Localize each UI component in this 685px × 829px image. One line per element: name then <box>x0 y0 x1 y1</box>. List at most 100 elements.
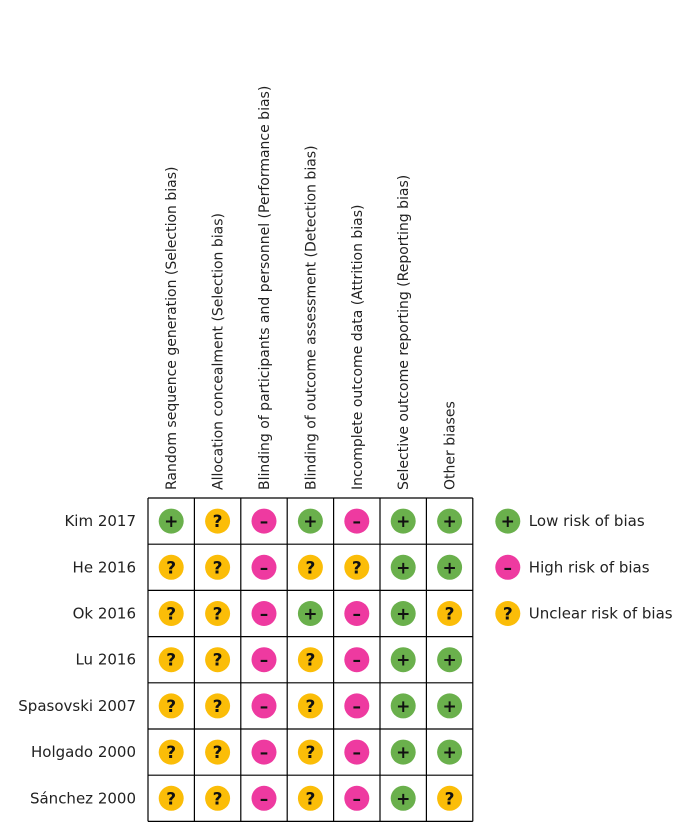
low-risk-symbol: + <box>164 512 178 532</box>
unclear-risk-symbol: ? <box>305 743 315 763</box>
high-risk-symbol: – <box>353 605 362 625</box>
high-risk-circle <box>344 693 370 719</box>
column-header-2: Allocation concealment (Selection bias) <box>211 213 227 490</box>
column-header-1: Random sequence generation (Selection bi… <box>164 167 180 490</box>
high-risk-circle <box>251 693 277 719</box>
unclear-risk-circle <box>158 693 184 719</box>
high-risk-symbol: – <box>260 558 269 578</box>
unclear-risk-symbol: ? <box>213 743 223 763</box>
row-labels: Kim 2017 He 2016 Ok 2016 Lu 2016 Spasovski 2… <box>18 512 136 807</box>
risk-cell: ? <box>158 785 184 811</box>
low-risk-circle <box>390 508 416 534</box>
row-label: Lu 2016 <box>75 651 136 669</box>
unclear-risk-circle <box>495 601 521 626</box>
legend-item-high: – High risk of bias <box>495 554 650 580</box>
risk-cell: – <box>251 647 277 673</box>
high-risk-circle <box>344 601 370 626</box>
high-risk-circle <box>344 739 370 765</box>
risk-cell: ? <box>158 601 184 626</box>
table-grid <box>147 497 474 823</box>
unclear-risk-symbol: ? <box>305 697 315 717</box>
unclear-risk-symbol: ? <box>166 605 176 625</box>
legend-label: Low risk of bias <box>529 512 645 530</box>
risk-cell: + <box>390 785 416 811</box>
unclear-risk-circle <box>158 785 184 811</box>
column-header-5: Incomplete outcome data (Attrition bias) <box>350 204 366 490</box>
row-label: Holgado 2000 <box>31 743 136 761</box>
risk-cell: ? <box>297 554 323 580</box>
high-risk-circle <box>344 647 370 673</box>
low-risk-symbol: + <box>396 605 410 625</box>
unclear-risk-symbol: ? <box>213 512 223 532</box>
low-risk-circle <box>437 554 463 580</box>
high-risk-symbol: – <box>260 605 269 625</box>
high-risk-symbol: – <box>353 697 362 717</box>
unclear-risk-circle <box>205 508 231 534</box>
low-risk-symbol: + <box>396 697 410 717</box>
low-risk-symbol: + <box>396 651 410 671</box>
unclear-risk-symbol: ? <box>213 558 223 578</box>
legend-marker: ? <box>495 601 521 626</box>
high-risk-symbol: – <box>353 651 362 671</box>
low-risk-symbol: + <box>442 558 456 578</box>
risk-cell: ? <box>297 739 323 765</box>
high-risk-symbol: – <box>353 789 362 809</box>
unclear-risk-circle <box>205 739 231 765</box>
unclear-risk-symbol: ? <box>213 605 223 625</box>
table-cells: +? – + – + +?? –?? + +?? – + – +??? –? – + +?? –? – + +?? –? –… <box>158 508 463 811</box>
risk-cell: + <box>390 508 416 534</box>
low-risk-circle <box>390 785 416 811</box>
unclear-risk-symbol: ? <box>305 558 315 578</box>
high-risk-circle <box>344 785 370 811</box>
unclear-risk-symbol: ? <box>166 558 176 578</box>
risk-cell: + <box>437 693 463 719</box>
risk-cell: ? <box>205 647 231 673</box>
risk-cell: ? <box>158 554 184 580</box>
high-risk-symbol: – <box>260 651 269 671</box>
unclear-risk-symbol: ? <box>166 743 176 763</box>
unclear-risk-symbol: ? <box>166 789 176 809</box>
high-risk-symbol: – <box>504 558 513 578</box>
high-risk-symbol: – <box>260 697 269 717</box>
high-risk-circle <box>251 508 277 534</box>
row-label: Ok 2016 <box>73 605 136 623</box>
low-risk-circle <box>437 647 463 673</box>
low-risk-circle <box>297 508 323 534</box>
low-risk-symbol: + <box>303 605 317 625</box>
risk-cell: + <box>437 554 463 580</box>
unclear-risk-symbol: ? <box>166 697 176 717</box>
risk-cell: – <box>344 647 370 673</box>
row-label: Kim 2017 <box>64 512 136 530</box>
risk-cell: ? <box>297 693 323 719</box>
risk-cell: ? <box>158 693 184 719</box>
low-risk-symbol: + <box>442 697 456 717</box>
low-risk-circle <box>297 601 323 626</box>
high-risk-symbol: – <box>260 512 269 532</box>
low-risk-symbol: + <box>442 743 456 763</box>
unclear-risk-circle <box>205 647 231 673</box>
risk-cell: – <box>344 739 370 765</box>
high-risk-symbol: – <box>260 789 269 809</box>
unclear-risk-circle <box>437 601 463 626</box>
low-risk-circle <box>437 693 463 719</box>
unclear-risk-circle <box>205 601 231 626</box>
unclear-risk-symbol: ? <box>166 651 176 671</box>
risk-cell: – <box>344 693 370 719</box>
low-risk-symbol: + <box>396 789 410 809</box>
risk-cell: ? <box>205 693 231 719</box>
risk-cell: + <box>437 647 463 673</box>
risk-cell: + <box>297 508 323 534</box>
unclear-risk-symbol: ? <box>445 789 455 809</box>
risk-cell: + <box>390 693 416 719</box>
unclear-risk-circle <box>158 647 184 673</box>
unclear-risk-symbol: ? <box>305 651 315 671</box>
unclear-risk-circle <box>205 554 231 580</box>
legend: + Low risk of bias – High risk of bias? Uncl… <box>495 508 673 626</box>
column-labels: Random sequence generation (Selection bi… <box>164 86 458 490</box>
unclear-risk-circle <box>344 554 370 580</box>
risk-cell: + <box>437 739 463 765</box>
unclear-risk-symbol: ? <box>352 558 362 578</box>
risk-cell: – <box>251 601 277 626</box>
row-label: He 2016 <box>73 558 136 576</box>
unclear-risk-circle <box>437 785 463 811</box>
